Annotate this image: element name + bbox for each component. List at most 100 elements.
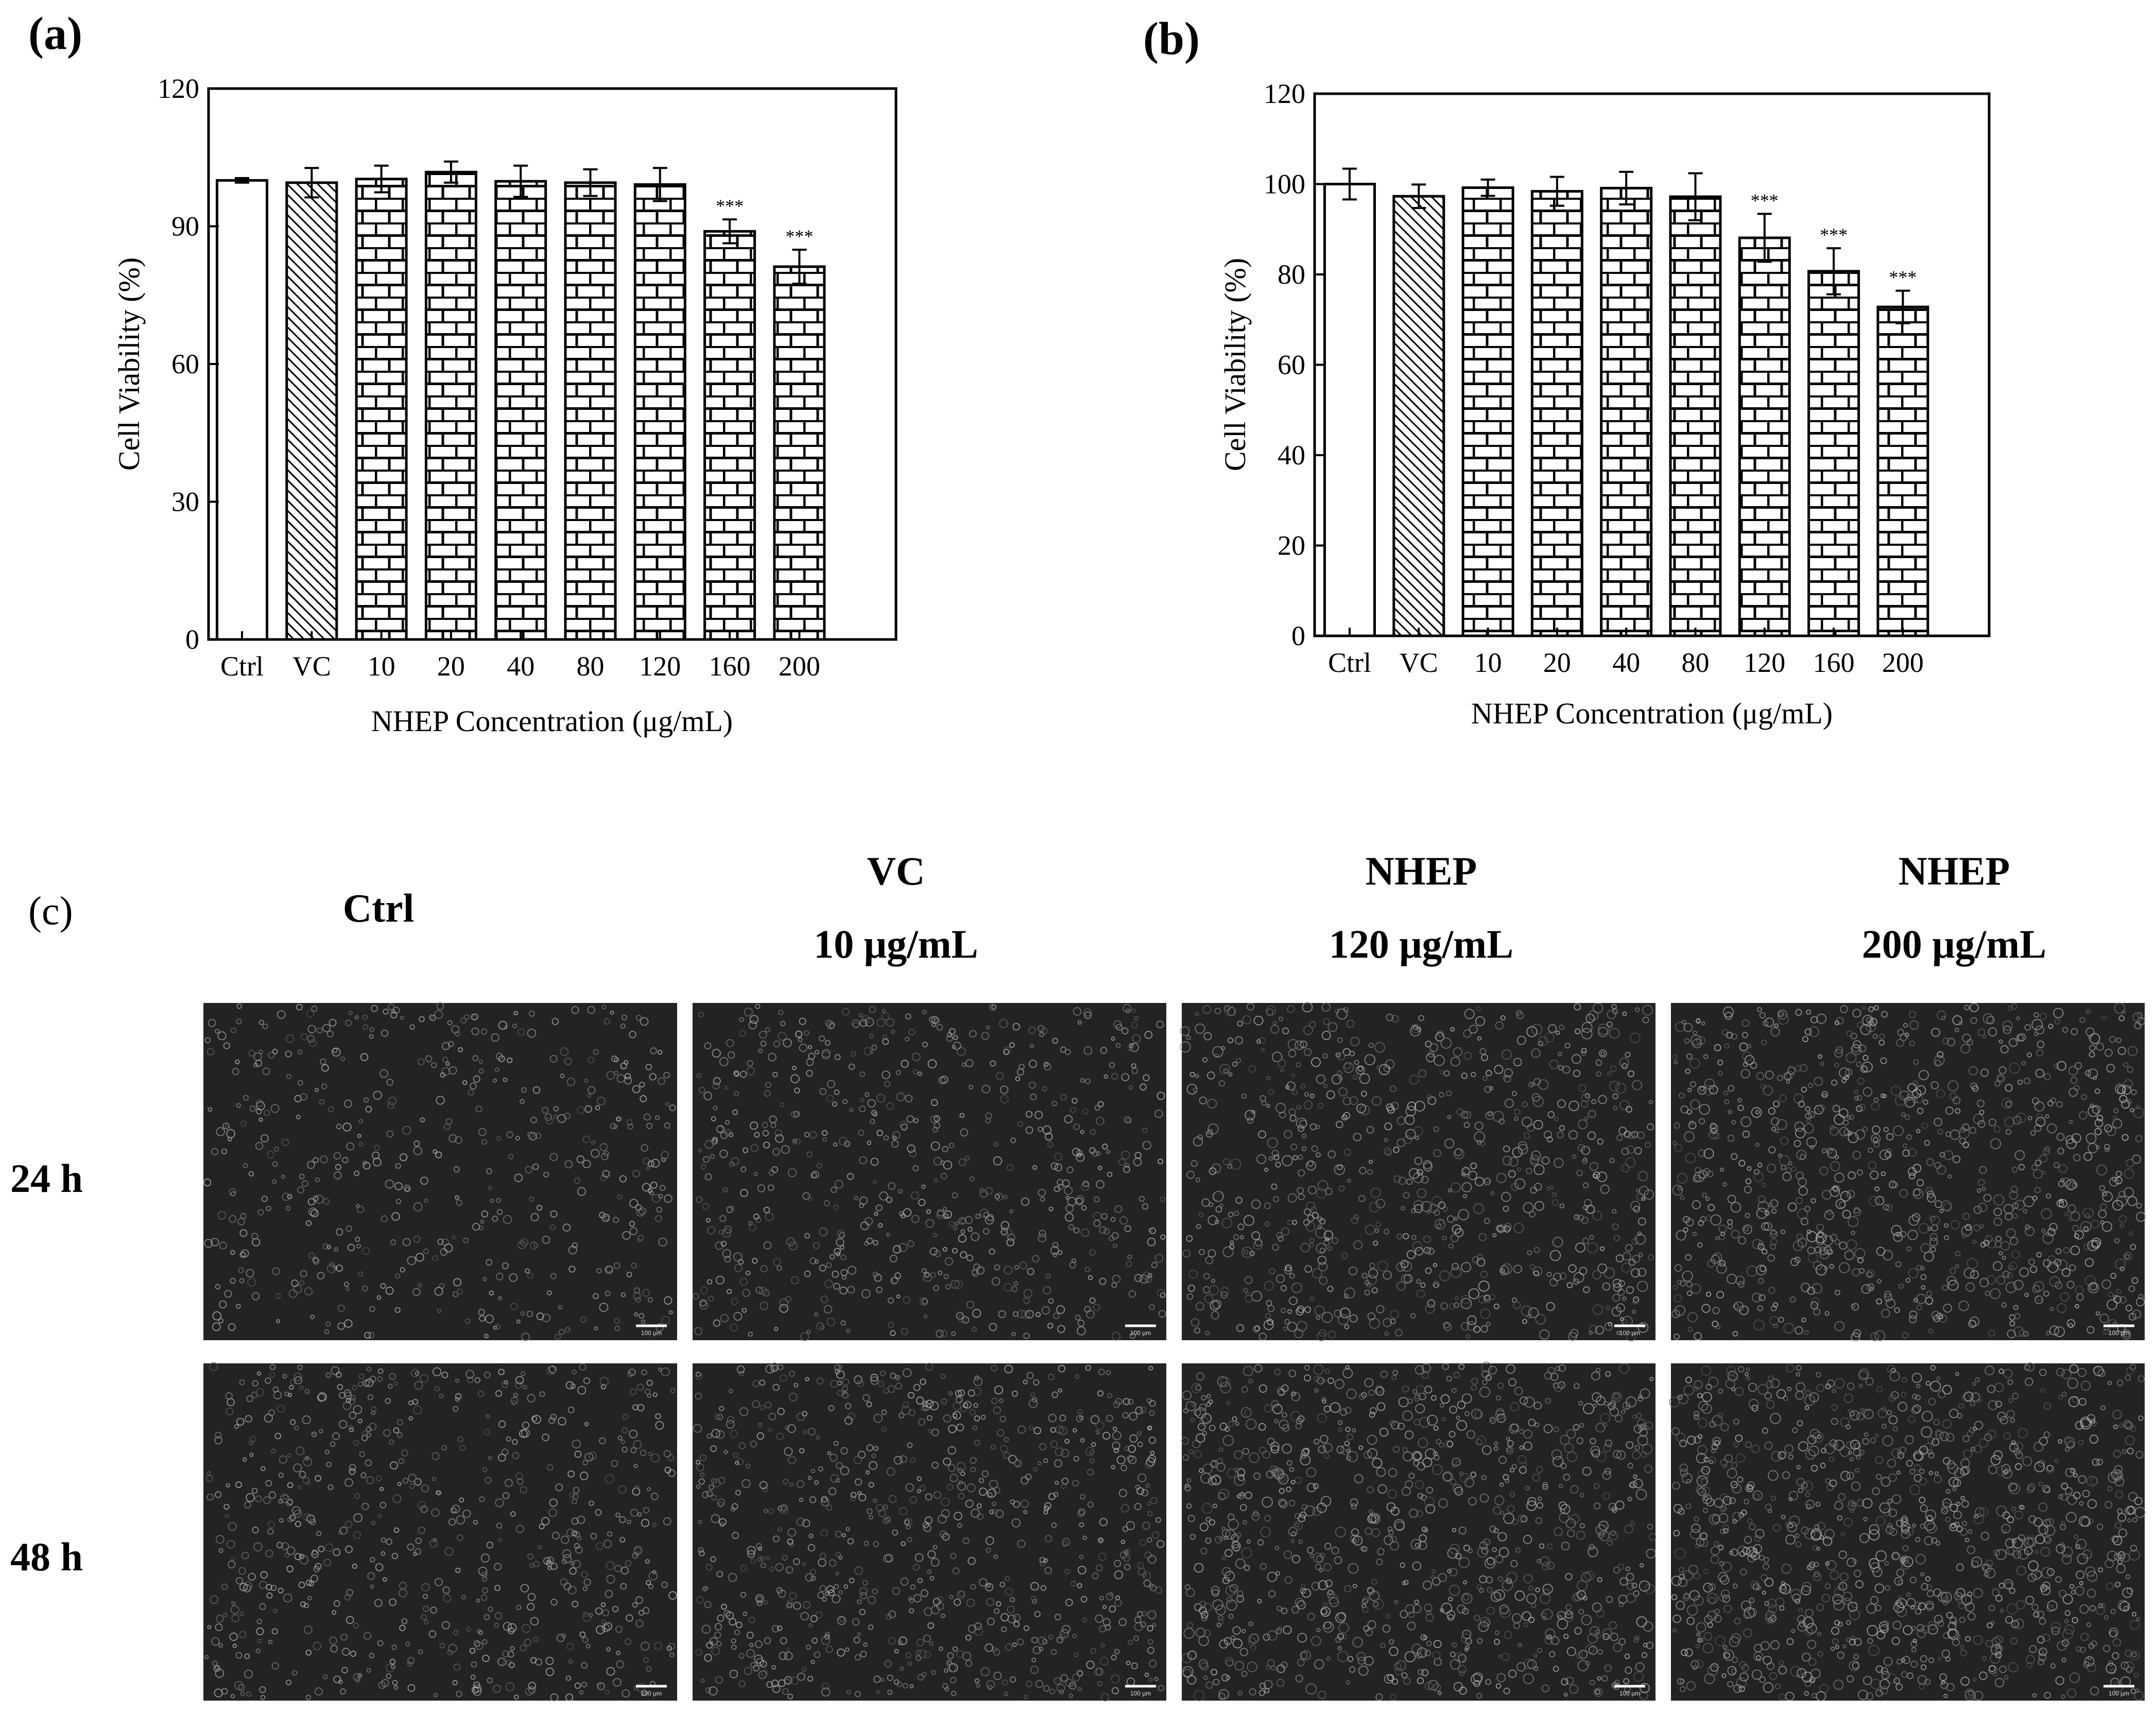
bar-b-40 <box>1600 186 1653 637</box>
y-tick-label-b: 60 <box>1278 350 1305 380</box>
scale-bar-label: 100 μm <box>641 1690 662 1697</box>
scale-bar: 100 μm <box>636 1685 667 1697</box>
x-tick-label-b: 20 <box>1543 647 1571 678</box>
scale-bar: 100 μm <box>2103 1324 2134 1337</box>
column-header-nhep120-line2: 120 μg/mL <box>1329 922 1513 966</box>
y-tick-label-b: 80 <box>1278 259 1305 290</box>
x-tick-label-a: 160 <box>709 651 751 682</box>
micrograph-24h-vc-10: 100 μm <box>692 1003 1166 1341</box>
x-tick-label-b: 80 <box>1682 647 1710 678</box>
x-tick-label-a: 20 <box>437 651 465 682</box>
y-tick-label-a: 120 <box>158 73 199 104</box>
micrograph-48h-nhep-200: 100 μm <box>1669 1362 2146 1702</box>
bar-b-80 <box>1669 195 1722 637</box>
scale-bar-label: 100 μm <box>1130 1690 1151 1697</box>
scale-bar: 100 μm <box>2103 1685 2134 1697</box>
error-bar-a-80 <box>583 168 598 197</box>
bar-b-vc <box>1392 195 1445 637</box>
bar-a-ctrl <box>216 179 268 641</box>
significance-a-160: *** <box>716 196 744 216</box>
scale-bar: 100 μm <box>636 1324 667 1337</box>
error-bar-b-200 <box>1895 289 1910 324</box>
x-tick-label-b: 10 <box>1474 647 1502 678</box>
scale-bar-label: 100 μm <box>641 1329 662 1337</box>
scale-bar: 100 μm <box>1125 1685 1156 1697</box>
y-axis-title-b: Cell Viability (%) <box>1218 258 1252 471</box>
error-bar-b-vc <box>1411 183 1426 210</box>
error-bar-a-10 <box>374 164 389 194</box>
error-bar-a-40 <box>513 164 528 198</box>
micrograph-48h-nhep-120: 100 μm <box>1181 1361 1657 1701</box>
y-tick-label-b: 120 <box>1264 78 1305 109</box>
scale-bar: 100 μm <box>1614 1685 1645 1697</box>
column-header-nhep120-line1: NHEP <box>1366 849 1477 893</box>
error-bar-b-10 <box>1480 178 1495 197</box>
x-tick-label-b: 40 <box>1612 647 1640 678</box>
bar-a-120 <box>633 183 686 641</box>
significance-b-200: *** <box>1889 267 1917 288</box>
error-bar-a-120 <box>652 167 667 202</box>
micrograph-24h-nhep-120: 100 μm <box>1180 1001 1655 1341</box>
panel-label-b: (b) <box>1143 13 1200 64</box>
panel-label-c: (c) <box>28 888 73 933</box>
micrograph-24h-nhep-200: 100 μm <box>1671 1002 2146 1342</box>
bar-b-120 <box>1738 236 1791 637</box>
row-header-24h: 24 h <box>10 1156 83 1201</box>
row-header-48h: 48 h <box>10 1534 83 1579</box>
significance-a-200: *** <box>785 226 813 247</box>
y-tick-label-a: 60 <box>171 349 199 379</box>
y-tick-label-b: 0 <box>1291 620 1305 651</box>
scale-bar-label: 100 μm <box>1619 1690 1640 1697</box>
scale-bar: 100 μm <box>1614 1324 1645 1337</box>
error-bar-b-ctrl <box>1342 167 1357 201</box>
y-tick-label-b: 100 <box>1264 169 1305 200</box>
y-tick-label-a: 90 <box>171 211 199 242</box>
x-tick-label-b: 160 <box>1813 647 1855 678</box>
bar-b-10 <box>1461 186 1514 637</box>
y-tick-label-b: 20 <box>1278 530 1305 561</box>
significance-b-120: *** <box>1751 190 1779 211</box>
scale-bar: 100 μm <box>1125 1324 1156 1337</box>
bar-b-20 <box>1530 190 1583 637</box>
scale-bar-label: 100 μm <box>1619 1329 1640 1337</box>
error-bar-a-ctrl <box>235 177 249 184</box>
bar-b-ctrl <box>1323 183 1376 637</box>
x-tick-label-b: 200 <box>1882 647 1924 678</box>
x-tick-label-b: VC <box>1400 647 1438 678</box>
bar-a-80 <box>564 181 617 641</box>
x-tick-label-a: VC <box>292 651 331 682</box>
column-header-vc-line1: VC <box>867 849 925 893</box>
error-bar-b-20 <box>1549 176 1564 207</box>
error-bar-a-200 <box>792 248 807 285</box>
x-axis-title-a: NHEP Concentration (μg/mL) <box>371 704 733 738</box>
y-axis-title-a: Cell Viability (%) <box>112 257 146 471</box>
error-bar-b-120 <box>1757 213 1772 263</box>
micrograph-48h-vc-10: 100 μm <box>693 1362 1166 1702</box>
scale-bar-label: 100 μm <box>2109 1690 2129 1697</box>
x-tick-label-a: 40 <box>507 651 534 682</box>
chart-b: (b) *** *** *** 0 20 40 60 80 100 120 Ctrl VC 10 20… <box>1143 13 1991 730</box>
significance-b-160: *** <box>1820 224 1848 245</box>
x-tick-label-a: 200 <box>779 651 820 682</box>
micrograph-48h-ctrl: 100 μm <box>203 1362 677 1702</box>
bar-a-40 <box>494 180 547 641</box>
bar-b-200 <box>1876 305 1929 637</box>
error-bar-b-40 <box>1619 170 1634 205</box>
error-bar-a-160 <box>722 218 737 245</box>
bar-a-160 <box>703 230 756 641</box>
chart-a: (a) *** *** 0 30 60 90 120 Ctrl VC 10 20 40 80 120 1… <box>28 8 898 738</box>
x-tick-label-a: 80 <box>577 651 605 682</box>
error-bar-b-160 <box>1826 247 1841 296</box>
x-tick-label-b: Ctrl <box>1328 647 1371 678</box>
column-header-nhep200-line2: 200 μg/mL <box>1862 922 2046 966</box>
x-tick-label-b: 120 <box>1744 647 1785 678</box>
error-bar-b-80 <box>1688 172 1703 221</box>
y-tick-label-b: 40 <box>1278 440 1305 471</box>
bar-b-160 <box>1807 270 1860 637</box>
scale-bar-label: 100 μm <box>2109 1329 2129 1337</box>
scale-bar-label: 100 μm <box>1130 1329 1151 1337</box>
column-header-ctrl: Ctrl <box>343 886 415 930</box>
bar-a-200 <box>773 265 826 641</box>
x-axis-title-b: NHEP Concentration (μg/mL) <box>1471 697 1833 730</box>
